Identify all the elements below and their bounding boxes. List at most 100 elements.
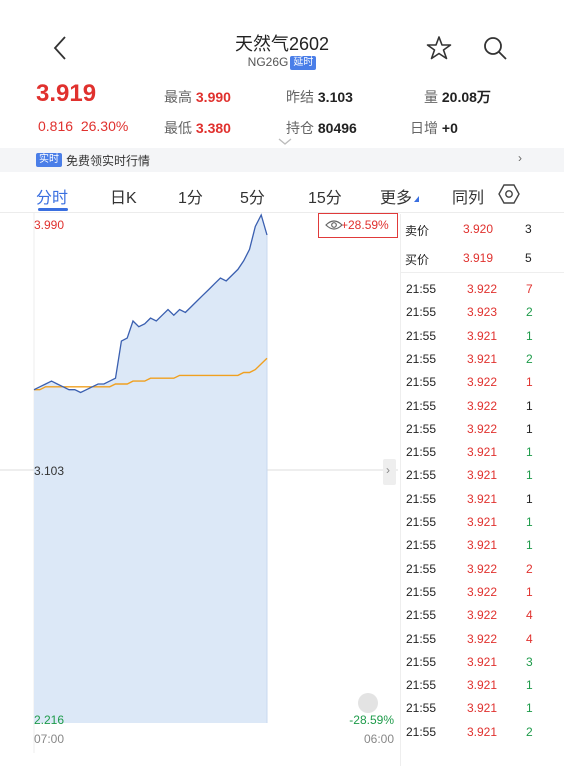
tick-price: 3.921 xyxy=(467,491,498,506)
ask-row: 卖价 3.920 3 xyxy=(401,218,564,240)
axis-bottom-price: 2.216 xyxy=(34,713,64,727)
pct-toggle-box[interactable]: +28.59% xyxy=(318,213,398,238)
tab-1min[interactable]: 1分 xyxy=(178,190,203,207)
tick-price: 3.921 xyxy=(467,654,498,669)
stat-label: 持仓 xyxy=(286,120,314,136)
tick-qty: 2 xyxy=(526,724,533,739)
axis-bottom-pct: -28.59% xyxy=(349,713,394,727)
tick-time: 21:55 xyxy=(406,561,437,576)
tick-row: 21:55 3.922 7 xyxy=(401,278,564,301)
change-percent: 26.30% xyxy=(80,118,129,134)
stat-prev-settle: 昨结 3.103 xyxy=(286,87,353,107)
tick-qty: 1 xyxy=(526,398,533,413)
realtime-promo-banner[interactable]: 实时 免费领实时行情 › xyxy=(0,148,564,172)
tick-qty: 3 xyxy=(526,654,533,669)
expand-chevron-icon[interactable] xyxy=(278,138,292,146)
ask-label: 卖价 xyxy=(405,224,430,238)
axis-end-time: 06:00 xyxy=(364,732,394,746)
tick-row: 21:55 3.921 1 xyxy=(401,511,564,534)
tick-qty: 1 xyxy=(526,468,533,483)
tick-price: 3.922 xyxy=(467,398,498,413)
stat-label: 昨结 xyxy=(286,89,314,105)
tab-15min[interactable]: 15分 xyxy=(308,190,342,207)
last-price: 3.919 xyxy=(36,80,97,107)
stat-open-interest: 持仓 80496 xyxy=(286,118,357,138)
instrument-code: NG26G 延时 xyxy=(0,55,564,70)
panel-toggle-handle[interactable] xyxy=(383,459,396,485)
eye-icon[interactable] xyxy=(325,218,343,232)
bid-price: 3.919 xyxy=(463,251,494,265)
tick-price: 3.922 xyxy=(467,282,498,296)
axis-start-time: 07:00 xyxy=(34,732,64,746)
tick-price: 3.923 xyxy=(467,305,498,320)
tick-time: 21:55 xyxy=(406,631,437,646)
tick-time: 21:55 xyxy=(406,375,437,390)
axis-top-price: 3.990 xyxy=(34,218,64,232)
intraday-chart[interactable]: 3.990 3.103 2.216 -28.59% 07:00 06:00 xyxy=(0,213,398,753)
tick-qty: 1 xyxy=(526,328,533,343)
tick-time: 21:55 xyxy=(406,678,437,693)
stat-value: 3.380 xyxy=(195,120,231,136)
tick-row: 21:55 3.922 1 xyxy=(401,395,564,418)
axis-top-pct: +28.59% xyxy=(341,218,389,232)
tick-row: 21:55 3.922 2 xyxy=(401,558,564,581)
tick-row: 21:55 3.921 1 xyxy=(401,464,564,487)
tick-price: 3.921 xyxy=(467,701,498,716)
tick-qty: 1 xyxy=(526,445,533,460)
tab-intraday[interactable]: 分时 xyxy=(36,190,69,207)
tick-time: 21:55 xyxy=(406,468,437,483)
tick-time: 21:55 xyxy=(406,608,437,623)
tick-row: 21:55 3.921 1 xyxy=(401,534,564,557)
tick-price: 3.921 xyxy=(467,328,498,343)
tick-qty: 2 xyxy=(526,351,533,366)
tick-row: 21:55 3.921 1 xyxy=(401,488,564,511)
tab-daily-k[interactable]: 日K xyxy=(110,190,137,207)
tick-time: 21:55 xyxy=(406,328,437,343)
stat-value: 3.990 xyxy=(195,89,231,105)
tick-price: 3.921 xyxy=(467,515,498,529)
chevron-right-icon: › xyxy=(518,151,522,165)
ask-price: 3.920 xyxy=(463,222,494,236)
price-change: 0.816 26.30% xyxy=(38,118,128,134)
tab-5min[interactable]: 5分 xyxy=(240,190,265,207)
tick-price: 3.922 xyxy=(467,561,498,576)
favorite-star-icon[interactable] xyxy=(426,35,452,61)
tab-more[interactable]: 更多 xyxy=(380,190,413,207)
tick-time: 21:55 xyxy=(406,654,437,669)
tick-qty: 1 xyxy=(526,538,533,553)
back-arrow-icon[interactable] xyxy=(48,34,74,62)
tick-qty: 4 xyxy=(526,608,533,623)
tick-qty: 4 xyxy=(526,631,533,646)
tick-time: 21:55 xyxy=(406,421,437,436)
stat-value: +0 xyxy=(441,120,458,136)
tick-time: 21:55 xyxy=(406,282,437,296)
tick-qty: 1 xyxy=(526,491,533,506)
order-book-panel: 卖价 3.920 3 买价 3.919 5 21:55 3.922 7 21:55 3.… xyxy=(400,214,564,766)
settings-icon[interactable] xyxy=(498,183,520,205)
tick-qty: 2 xyxy=(526,561,533,576)
more-dropdown-icon xyxy=(414,196,419,202)
stat-volume: 量 20.08万 xyxy=(424,87,491,107)
price-area-fill xyxy=(34,215,267,723)
tick-row: 21:55 3.921 3 xyxy=(401,651,564,674)
tick-row: 21:55 3.921 1 xyxy=(401,441,564,464)
tick-price: 3.921 xyxy=(467,538,498,553)
tick-time: 21:55 xyxy=(406,351,437,366)
tick-price: 3.921 xyxy=(467,724,498,739)
tick-price: 3.922 xyxy=(467,631,498,646)
tick-price: 3.922 xyxy=(467,608,498,623)
floating-action-button[interactable] xyxy=(358,693,378,713)
tick-qty: 7 xyxy=(526,282,533,296)
search-icon[interactable] xyxy=(482,35,508,61)
tick-price: 3.922 xyxy=(467,421,498,436)
bid-row: 买价 3.919 5 xyxy=(401,247,564,269)
tick-qty: 2 xyxy=(526,305,533,320)
tick-row: 21:55 3.921 1 xyxy=(401,697,564,720)
book-divider xyxy=(401,272,564,273)
tick-row: 21:55 3.922 4 xyxy=(401,628,564,651)
tab-peer-list[interactable]: 同列 xyxy=(452,190,485,207)
tabs-divider xyxy=(0,212,564,213)
tick-price: 3.921 xyxy=(467,468,498,483)
tick-qty: 1 xyxy=(526,515,533,529)
price-line xyxy=(33,213,268,394)
